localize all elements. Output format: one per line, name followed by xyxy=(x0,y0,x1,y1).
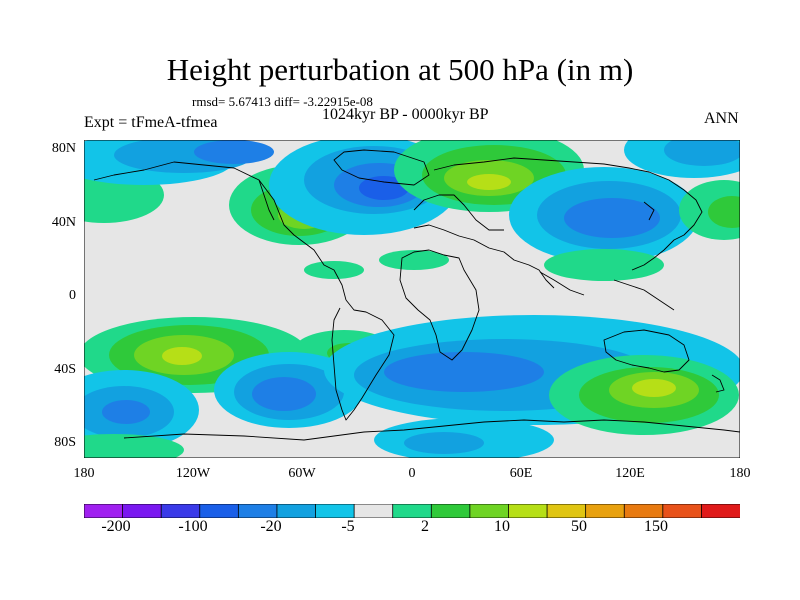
lon-label-120w: 120W xyxy=(175,466,211,481)
colorbar-label-50: 50 xyxy=(571,518,587,535)
colorbar-label-10: 10 xyxy=(494,518,510,535)
colorbar-swatch xyxy=(508,504,548,518)
lat-label-80s: 80S xyxy=(54,435,76,450)
colorbar-swatch xyxy=(546,504,587,518)
figure-title: Height perturbation at 500 hPa (in m) xyxy=(166,52,634,87)
colorbar-swatch xyxy=(430,504,471,518)
colorbar-swatch xyxy=(623,504,664,518)
colorbar xyxy=(84,504,740,518)
lat-label-0: 0 xyxy=(69,288,76,303)
lat-label-40n: 40N xyxy=(51,215,76,230)
colorbar-swatch xyxy=(160,504,201,518)
colorbar-swatch xyxy=(469,504,510,518)
colorbar-swatch xyxy=(315,504,356,518)
lon-label-60e: 60E xyxy=(509,466,533,481)
lon-label-60w: 60W xyxy=(288,466,316,481)
lat-label-80n: 80N xyxy=(51,141,76,156)
colorbar-swatch xyxy=(276,504,317,518)
colorbar-label-m5: -5 xyxy=(341,518,355,535)
colorbar-swatch xyxy=(392,504,433,518)
colorbar-label-m20: -20 xyxy=(260,518,282,535)
north-contours xyxy=(84,140,740,281)
lon-label-180w: 180 xyxy=(73,466,95,481)
colorbar-swatch xyxy=(585,504,626,518)
stats-line: rmsd= 5.67413 diff= -3.22915e-08 xyxy=(192,94,373,109)
coastlines xyxy=(93,149,740,441)
lat-label-40s: 40S xyxy=(54,362,76,377)
lon-label-120e: 120E xyxy=(615,466,645,481)
colorbar-label-2: 2 xyxy=(421,518,429,535)
colorbar-swatch xyxy=(353,504,394,518)
colorbar-label-150: 150 xyxy=(644,518,668,535)
season-label: ANN xyxy=(704,110,739,127)
colorbar-swatch xyxy=(84,504,124,518)
contour-map xyxy=(84,140,740,458)
experiment-label: Expt = tFmeA-tfmea xyxy=(84,114,218,131)
colorbar-label-m100: -100 xyxy=(178,518,208,535)
south-contours xyxy=(84,315,740,458)
colorbar-swatch xyxy=(662,504,703,518)
lon-label-0: 0 xyxy=(408,466,416,481)
period-label: 1024kyr BP - 0000kyr BP xyxy=(322,106,489,123)
colorbar-swatch xyxy=(237,504,278,518)
lon-label-180e: 180 xyxy=(729,466,751,481)
colorbar-swatch xyxy=(199,504,240,518)
colorbar-swatch xyxy=(122,504,163,518)
colorbar-label-m200: -200 xyxy=(101,518,131,535)
colorbar-swatch xyxy=(701,504,740,518)
